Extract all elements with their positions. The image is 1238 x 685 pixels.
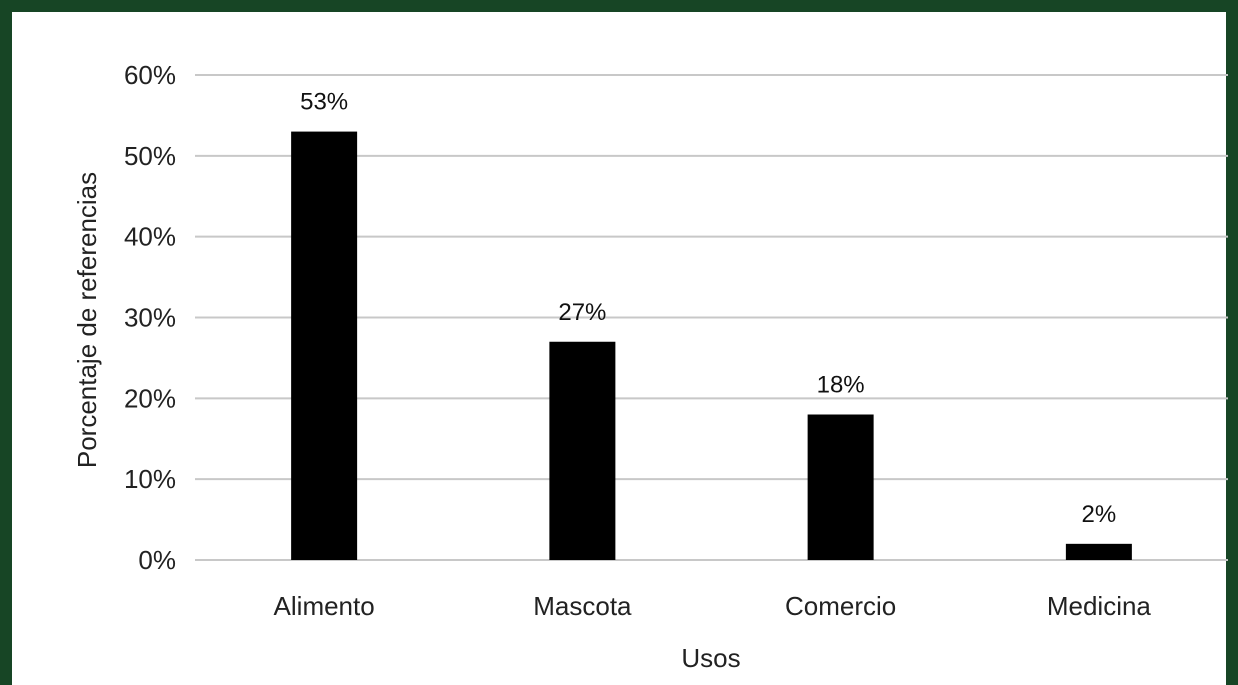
y-tick-label: 60% <box>124 60 176 90</box>
y-tick-label: 10% <box>124 464 176 494</box>
bars <box>291 131 1132 561</box>
bar-mascota <box>549 341 616 560</box>
x-axis-categories: Alimento Mascota Comercio Medicina <box>274 591 1152 621</box>
x-category-label: Medicina <box>1047 591 1152 621</box>
data-label: 2% <box>1082 501 1117 528</box>
y-axis-ticks: 0% 10% 20% 30% 40% 50% 60% <box>124 60 176 575</box>
x-axis-title: Usos <box>681 643 740 673</box>
y-tick-label: 0% <box>138 545 176 575</box>
data-label: 53% <box>300 89 348 116</box>
data-label: 27% <box>558 299 606 326</box>
x-category-label: Mascota <box>533 591 632 621</box>
y-tick-label: 30% <box>124 303 176 333</box>
bar-medicina <box>1065 543 1132 560</box>
data-labels: 53% 27% 18% 2% <box>300 89 1116 528</box>
y-axis-title: Porcentaje de referencias <box>72 172 102 468</box>
y-tick-label: 20% <box>124 383 176 413</box>
x-category-label: Alimento <box>274 591 375 621</box>
y-tick-label: 40% <box>124 222 176 252</box>
bar-alimento <box>291 131 358 561</box>
data-label: 18% <box>817 372 865 399</box>
bar-comercio <box>807 414 874 560</box>
x-category-label: Comercio <box>785 591 896 621</box>
gridlines <box>195 74 1228 561</box>
y-tick-label: 50% <box>124 141 176 171</box>
